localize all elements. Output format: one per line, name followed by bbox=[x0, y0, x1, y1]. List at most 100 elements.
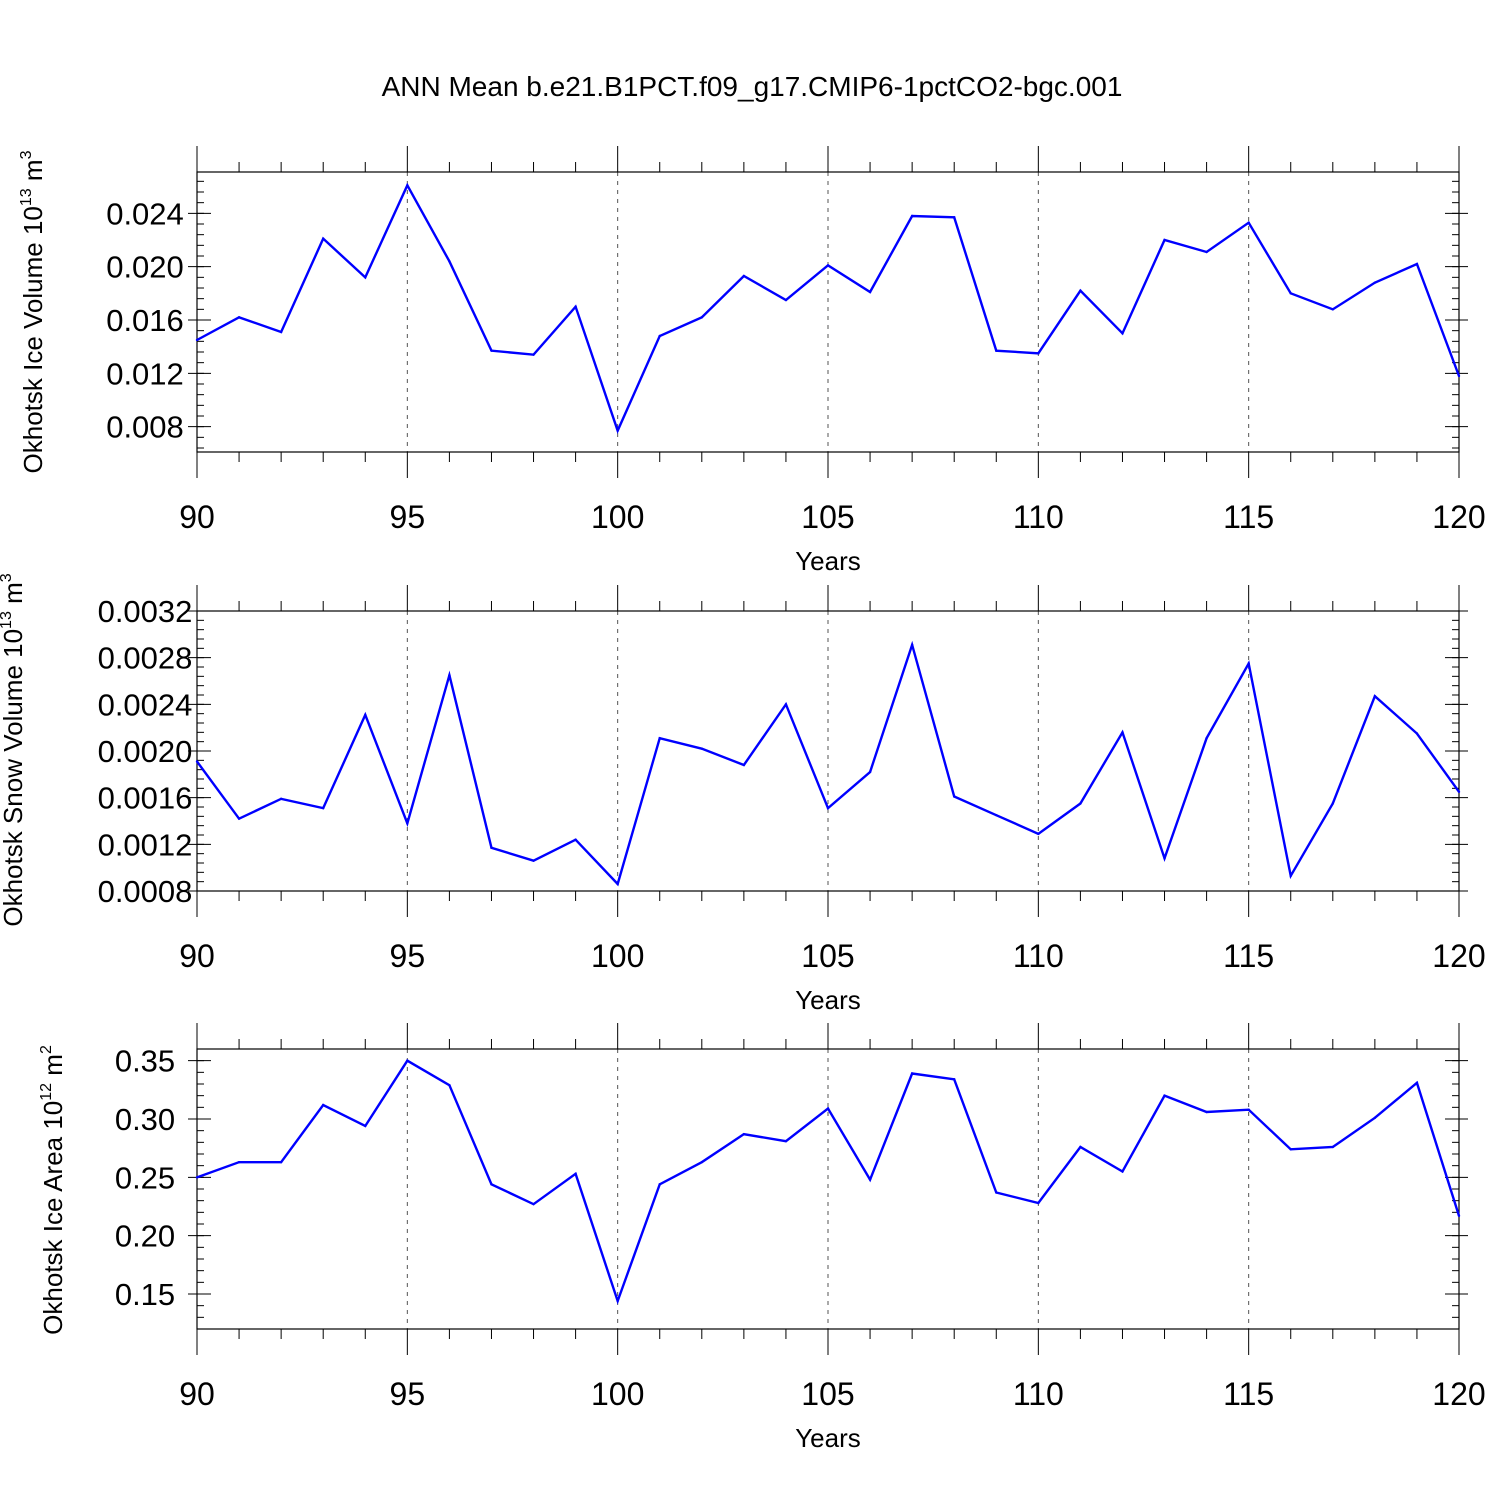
data-point bbox=[1457, 374, 1461, 378]
data-point bbox=[1331, 1145, 1335, 1149]
y-tick-label: 0.0028 bbox=[98, 641, 193, 676]
data-point bbox=[868, 290, 872, 294]
x-tick-label: 90 bbox=[179, 1376, 215, 1412]
data-point bbox=[406, 184, 409, 187]
y-tick-label: 0.25 bbox=[115, 1160, 175, 1195]
y-axis-label-unit-exponent: 2 bbox=[38, 1045, 55, 1054]
data-point bbox=[237, 817, 241, 820]
data-point bbox=[910, 643, 914, 647]
data-point bbox=[868, 1178, 872, 1181]
x-tick-label: 105 bbox=[801, 938, 854, 974]
x-tick-label: 95 bbox=[390, 499, 426, 535]
data-point bbox=[1289, 292, 1292, 295]
x-tick-label: 105 bbox=[801, 499, 854, 535]
x-tick-label: 115 bbox=[1223, 938, 1274, 974]
plot-frame bbox=[196, 171, 1460, 453]
data-point bbox=[1205, 250, 1208, 254]
data-point bbox=[1415, 262, 1419, 266]
data-point bbox=[616, 429, 619, 432]
data-point bbox=[700, 747, 703, 750]
data-point bbox=[237, 1160, 241, 1164]
y-axis-label: Okhotsk Snow Volume 1013 m3 bbox=[0, 573, 28, 926]
data-point bbox=[448, 260, 451, 263]
x-tick-label: 110 bbox=[1013, 499, 1064, 535]
data-point bbox=[490, 349, 493, 352]
data-point bbox=[1457, 790, 1461, 794]
data-point bbox=[868, 770, 872, 774]
data-point bbox=[1163, 1094, 1166, 1097]
data-point bbox=[658, 736, 661, 740]
y-axis-label-unit: m bbox=[18, 159, 48, 188]
y-tick-label: 0.016 bbox=[106, 303, 184, 338]
data-point bbox=[364, 713, 367, 717]
y-tick-label: 0.35 bbox=[115, 1044, 175, 1079]
data-point bbox=[700, 1160, 703, 1164]
data-point bbox=[1373, 281, 1377, 284]
data-point bbox=[1289, 874, 1292, 878]
data-point bbox=[953, 1078, 956, 1081]
x-tick-label: 115 bbox=[1223, 1376, 1274, 1412]
data-point bbox=[1415, 732, 1419, 735]
y-axis-label-unit-exponent: 3 bbox=[0, 573, 15, 582]
y-tick-label: 0.15 bbox=[115, 1277, 175, 1312]
plot-frame bbox=[196, 1048, 1460, 1330]
data-point bbox=[1037, 832, 1040, 836]
x-tick-label: 110 bbox=[1013, 938, 1064, 974]
data-point bbox=[995, 349, 998, 352]
data-point bbox=[995, 813, 998, 817]
data-point bbox=[448, 1083, 451, 1087]
data-point bbox=[1289, 1148, 1292, 1151]
y-axis-label-text: Okhotsk Ice Volume 10 bbox=[18, 206, 48, 473]
data-point bbox=[1037, 352, 1040, 355]
data-point bbox=[322, 237, 325, 240]
data-point bbox=[1121, 1170, 1124, 1173]
data-point bbox=[490, 1183, 493, 1186]
data-point bbox=[910, 214, 914, 218]
data-point bbox=[995, 1191, 998, 1194]
data-point bbox=[1331, 802, 1335, 805]
y-tick-label: 0.008 bbox=[106, 410, 184, 445]
x-tick-label: 120 bbox=[1432, 938, 1485, 974]
data-point bbox=[322, 806, 325, 810]
data-point bbox=[1079, 802, 1082, 805]
data-point bbox=[1247, 662, 1250, 665]
panel-1: 0.008 0.012 0.016 0.020 0.024 90 95 100 105 110 11… bbox=[18, 146, 1486, 576]
data-point bbox=[448, 673, 451, 677]
y-tick-label: 0.0008 bbox=[98, 874, 193, 909]
data-point bbox=[1331, 308, 1335, 311]
data-point bbox=[532, 859, 535, 862]
data-point bbox=[532, 353, 535, 356]
plot-frame bbox=[196, 610, 1460, 892]
y-tick-label: 0.0012 bbox=[98, 827, 193, 862]
y-axis-label-text: Okhotsk Ice Area 10 bbox=[38, 1101, 68, 1335]
data-point bbox=[1247, 221, 1250, 224]
data-point bbox=[658, 334, 661, 338]
panel-2: 0.0008 0.0012 0.0016 0.0020 0.0024 0.0028 0.00… bbox=[0, 573, 1486, 1015]
y-axis-label-exponent: 13 bbox=[18, 188, 35, 206]
data-point bbox=[322, 1103, 325, 1107]
data-point bbox=[406, 1059, 409, 1062]
data-point bbox=[406, 822, 409, 825]
data-point bbox=[1037, 1201, 1040, 1205]
data-point bbox=[1205, 736, 1208, 740]
x-tick-label: 95 bbox=[390, 1376, 426, 1412]
x-tick-label: 120 bbox=[1432, 1376, 1485, 1412]
data-point bbox=[1247, 1108, 1250, 1111]
y-tick-label: 0.0016 bbox=[98, 781, 193, 816]
data-point bbox=[195, 760, 199, 763]
data-point bbox=[742, 274, 746, 278]
y-tick-label: 0.024 bbox=[106, 196, 184, 231]
y-tick-label: 0.020 bbox=[106, 250, 184, 285]
y-tick-label: 0.0020 bbox=[98, 734, 193, 769]
x-tick-label: 115 bbox=[1223, 499, 1274, 535]
data-point bbox=[574, 305, 577, 308]
data-point bbox=[953, 795, 956, 798]
data-point bbox=[784, 1139, 788, 1143]
y-tick-label: 0.012 bbox=[106, 356, 184, 391]
y-axis-label: Okhotsk Ice Volume 1013 m3 bbox=[18, 150, 48, 473]
x-axis-label: Years bbox=[795, 546, 861, 576]
data-point bbox=[195, 338, 199, 342]
x-tick-label: 105 bbox=[801, 1376, 854, 1412]
x-tick-label: 110 bbox=[1013, 1376, 1064, 1412]
data-point bbox=[953, 216, 956, 219]
